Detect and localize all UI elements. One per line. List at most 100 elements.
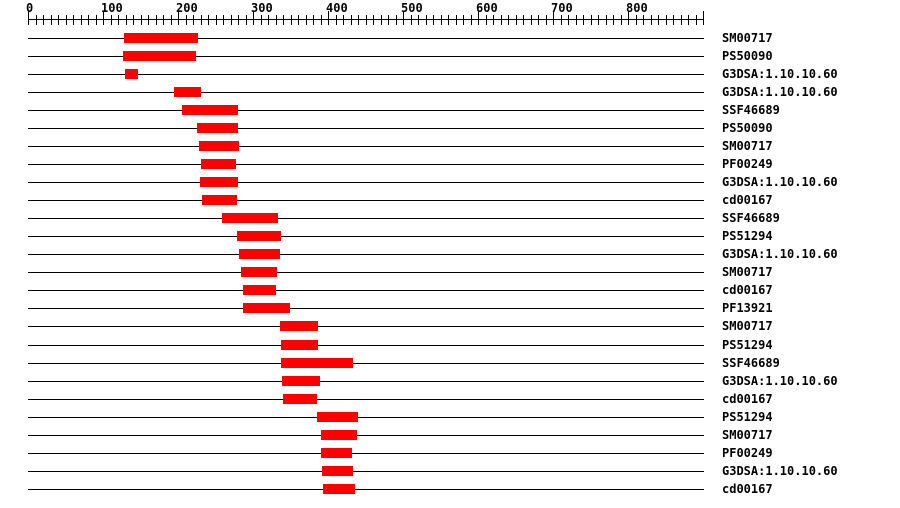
domain-bar	[283, 394, 317, 404]
domain-bar	[237, 231, 281, 241]
ruler-tick-minor	[583, 15, 584, 25]
row-label: G3DSA:1.10.10.60	[722, 247, 838, 261]
sequence-line	[28, 92, 704, 93]
row-label: G3DSA:1.10.10.60	[722, 67, 838, 81]
domain-bar	[125, 69, 138, 79]
ruler-tick-minor	[426, 15, 427, 25]
ruler-tick-major	[703, 11, 704, 25]
ruler-tick-minor	[546, 15, 547, 25]
ruler-tick-minor	[51, 15, 52, 25]
ruler-tick-minor	[186, 15, 187, 25]
domain-bar	[243, 303, 290, 313]
row-label: cd00167	[722, 392, 773, 406]
row-label: PF00249	[722, 157, 773, 171]
sequence-line	[28, 399, 704, 400]
row-label: PS50090	[722, 49, 773, 63]
ruler-tick-minor	[486, 15, 487, 25]
ruler-tick-minor	[591, 15, 592, 25]
ruler-tick-minor	[373, 15, 374, 25]
ruler-tick-minor	[163, 15, 164, 25]
ruler-tick-label: 400	[326, 1, 348, 15]
ruler-tick-minor	[58, 15, 59, 25]
ruler-tick-minor	[193, 15, 194, 25]
ruler-tick-minor	[313, 15, 314, 25]
sequence-line	[28, 56, 704, 57]
domain-bar	[321, 430, 357, 440]
domain-bar	[197, 123, 238, 133]
ruler-tick-minor	[621, 15, 622, 25]
ruler-tick-minor	[471, 15, 472, 25]
ruler-tick-minor	[538, 15, 539, 25]
row-label: cd00167	[722, 482, 773, 496]
ruler-tick-minor	[111, 15, 112, 25]
ruler-tick-label: 700	[551, 1, 573, 15]
sequence-line	[28, 308, 704, 309]
row-label: cd00167	[722, 193, 773, 207]
sequence-line	[28, 363, 704, 364]
row-label: G3DSA:1.10.10.60	[722, 175, 838, 189]
sequence-line	[28, 435, 704, 436]
ruler-tick-minor	[681, 15, 682, 25]
ruler-tick-minor	[576, 15, 577, 25]
row-label: G3DSA:1.10.10.60	[722, 374, 838, 388]
ruler-tick-minor	[598, 15, 599, 25]
ruler-tick-minor	[411, 15, 412, 25]
sequence-line	[28, 218, 704, 219]
ruler-tick-minor	[88, 15, 89, 25]
ruler-tick-minor	[613, 15, 614, 25]
ruler-tick-label: 100	[101, 1, 123, 15]
ruler-tick-minor	[396, 15, 397, 25]
ruler-tick-major	[328, 11, 329, 25]
domain-bar	[182, 105, 238, 115]
ruler-tick-label: 800	[626, 1, 648, 15]
ruler-tick-minor	[336, 15, 337, 25]
ruler-tick-minor	[366, 15, 367, 25]
domain-bar	[321, 448, 352, 458]
domain-bar	[199, 141, 239, 151]
ruler-tick-minor	[441, 15, 442, 25]
domain-bar	[123, 51, 196, 61]
ruler-tick-major	[553, 11, 554, 25]
ruler-tick-minor	[156, 15, 157, 25]
sequence-line	[28, 326, 704, 327]
ruler-tick-minor	[171, 15, 172, 25]
ruler-tick-minor	[148, 15, 149, 25]
ruler-tick-minor	[651, 15, 652, 25]
ruler-tick-minor	[658, 15, 659, 25]
sequence-line	[28, 381, 704, 382]
ruler-tick-major	[178, 11, 179, 25]
ruler-tick-minor	[418, 15, 419, 25]
row-label: SM00717	[722, 31, 773, 45]
sequence-line	[28, 272, 704, 273]
domain-bar	[239, 249, 280, 259]
ruler-tick-minor	[201, 15, 202, 25]
ruler-tick-major	[478, 11, 479, 25]
domain-bar	[174, 87, 201, 97]
ruler-tick-minor	[666, 15, 667, 25]
ruler-tick-minor	[636, 15, 637, 25]
ruler-tick-minor	[456, 15, 457, 25]
ruler-tick-minor	[261, 15, 262, 25]
domain-bar	[201, 159, 236, 169]
ruler-tick-minor	[43, 15, 44, 25]
sequence-line	[28, 417, 704, 418]
domain-bar	[241, 267, 277, 277]
sequence-line	[28, 453, 704, 454]
ruler-tick-minor	[36, 15, 37, 25]
ruler-tick-minor	[216, 15, 217, 25]
row-label: G3DSA:1.10.10.60	[722, 85, 838, 99]
sequence-line	[28, 471, 704, 472]
row-label: SSF46689	[722, 211, 780, 225]
sequence-line	[28, 74, 704, 75]
ruler-tick-minor	[696, 15, 697, 25]
domain-bar	[243, 285, 276, 295]
ruler-tick-minor	[208, 15, 209, 25]
ruler-tick-minor	[673, 15, 674, 25]
ruler-tick-minor	[643, 15, 644, 25]
row-label: SM00717	[722, 428, 773, 442]
domain-bar	[200, 177, 238, 187]
domain-bar	[222, 213, 278, 223]
ruler-tick-minor	[351, 15, 352, 25]
row-label: SM00717	[722, 265, 773, 279]
